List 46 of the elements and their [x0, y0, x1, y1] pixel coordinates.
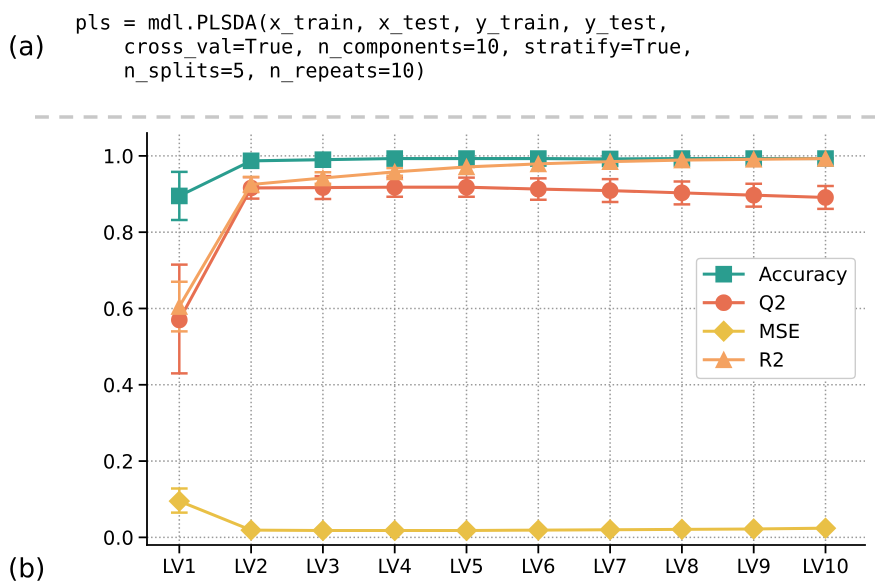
y-tick-label: 0.0: [104, 530, 133, 546]
point: [458, 158, 475, 176]
x-tick-label: LV9: [738, 558, 770, 574]
point: [671, 518, 692, 540]
point: [674, 184, 690, 202]
point: [242, 152, 260, 170]
point: [817, 189, 834, 206]
text: pls = mdl.PLSDA(x_train, x_test, y_train, y_test, cross_val=True, n_components=10, stratify=True, n_splits=5, n_repeats=10): [76, 14, 689, 82]
x-tick-label: LV6: [523, 558, 554, 574]
point: [314, 151, 332, 168]
point: [386, 164, 404, 180]
text: (b): [10, 557, 44, 581]
point: [312, 520, 334, 542]
point: [170, 298, 188, 315]
legend-label: R2: [760, 352, 783, 367]
point: [600, 519, 621, 540]
point: [602, 182, 618, 199]
x-tick-label: LV4: [379, 558, 411, 573]
y-tick-label: 1.0: [105, 148, 133, 164]
legend-label: Q2: [760, 295, 784, 312]
x-tick-label: LV3: [308, 558, 339, 574]
x-tick-label: LV7: [594, 558, 626, 573]
point: [745, 186, 762, 204]
x-tick-label: LV5: [451, 558, 482, 574]
point: [384, 520, 406, 542]
x-tick-label: LV2: [236, 558, 266, 573]
point: [530, 156, 547, 172]
point: [240, 520, 262, 541]
x-tick-label: LV1: [164, 558, 195, 573]
point: [743, 518, 764, 540]
legend-label: MSE: [760, 324, 799, 338]
point: [170, 188, 188, 204]
x-tick-label: LV10: [804, 558, 848, 574]
point: [528, 520, 549, 541]
point: [814, 518, 836, 539]
legend-label: Accuracy: [758, 266, 847, 285]
point: [386, 150, 404, 167]
text: (a): [10, 35, 42, 59]
y-tick-label: 0.6: [104, 301, 133, 316]
x-tick-label: LV8: [666, 558, 698, 574]
point: [530, 180, 547, 198]
point: [168, 490, 190, 512]
point: [456, 520, 478, 542]
y-tick-label: 0.4: [104, 378, 133, 392]
y-tick-label: 0.2: [104, 454, 132, 469]
y-tick-label: 0.8: [104, 225, 132, 240]
